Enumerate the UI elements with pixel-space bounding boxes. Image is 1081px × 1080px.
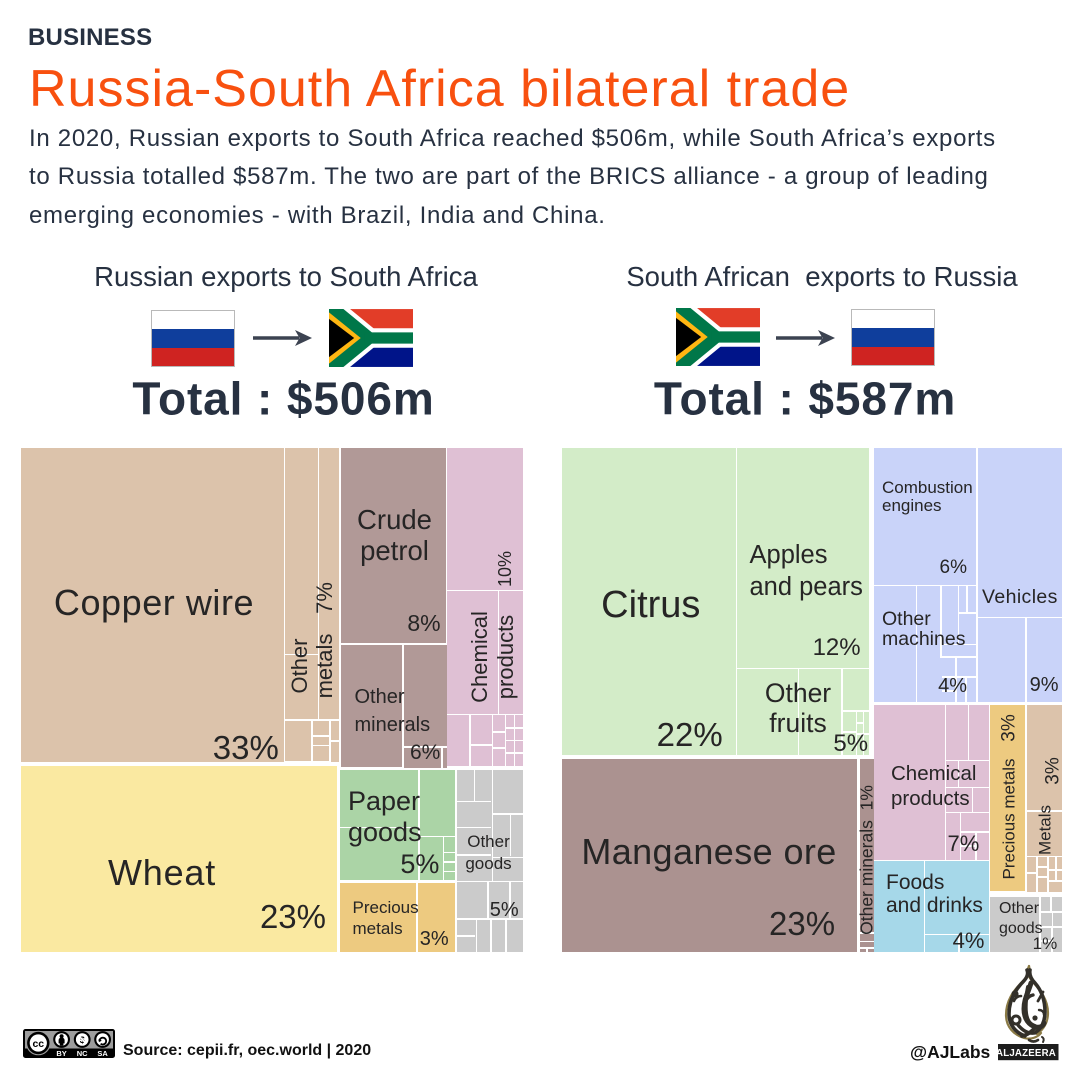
svg-text:SA: SA <box>97 1049 108 1058</box>
svg-text:cc: cc <box>32 1038 44 1050</box>
svg-text:NC: NC <box>77 1049 88 1058</box>
svg-text:BY: BY <box>56 1049 66 1058</box>
svg-text:ALJAZEERA: ALJAZEERA <box>998 1048 1056 1059</box>
